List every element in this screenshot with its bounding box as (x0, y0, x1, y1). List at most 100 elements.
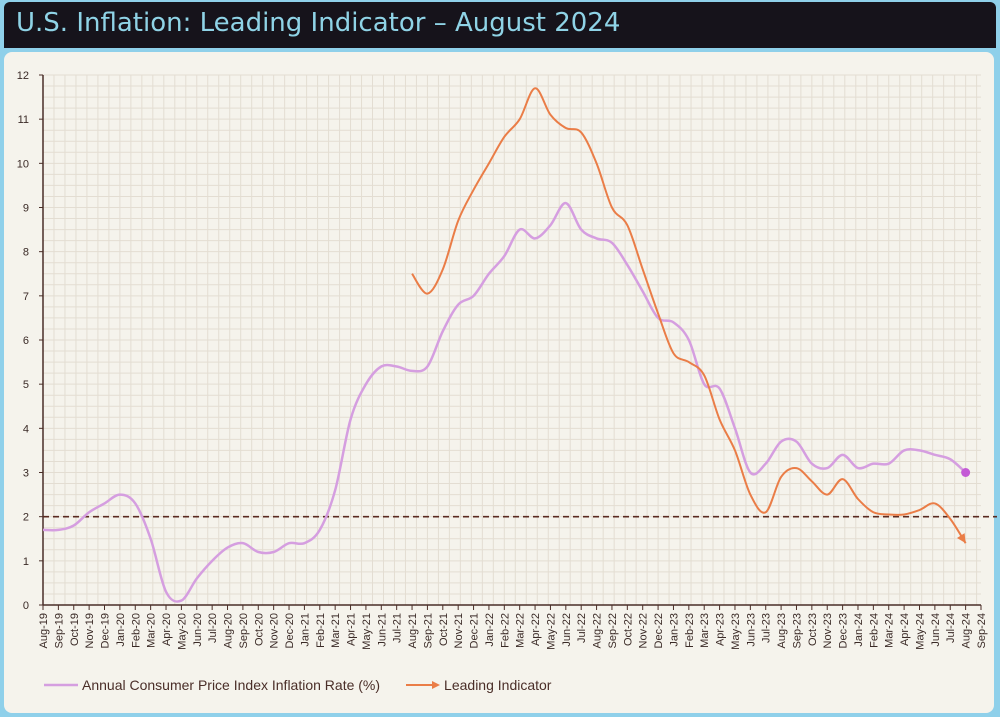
x-tick-label: Apr-21 (346, 613, 358, 646)
data-point (686, 359, 692, 365)
x-tick-label: Dec-21 (469, 613, 481, 648)
x-tick-label: Aug-22 (592, 613, 604, 648)
data-point (778, 474, 784, 480)
data-point (563, 125, 569, 131)
data-point (286, 540, 292, 546)
data-point (440, 328, 446, 334)
x-tick-label: Jan-22 (484, 613, 496, 647)
legend-line-icon (44, 683, 78, 687)
x-tick-label: Sep-24 (976, 613, 988, 648)
data-point (686, 337, 692, 343)
data-point (86, 509, 92, 515)
x-tick-label: Jun-21 (376, 613, 388, 647)
x-tick-label: Apr-22 (530, 613, 542, 646)
x-tick-label: Nov-22 (638, 613, 650, 648)
x-tick-label: Jan-20 (115, 613, 127, 647)
data-point (824, 465, 830, 471)
x-tick-label: Dec-22 (653, 613, 665, 648)
x-tick-label: Feb-20 (130, 613, 142, 648)
data-point (594, 235, 600, 241)
x-tick-label: Nov-23 (822, 613, 834, 648)
data-point (301, 540, 307, 546)
data-point (824, 492, 830, 498)
x-tick-label: Sep-22 (607, 613, 619, 648)
data-point (932, 452, 938, 458)
data-point (255, 549, 261, 555)
data-point (624, 262, 630, 268)
data-point (670, 319, 676, 325)
x-tick-label: Aug-23 (776, 613, 788, 648)
data-point (855, 496, 861, 502)
x-tick-label: Feb-22 (499, 613, 511, 648)
data-point (763, 509, 769, 515)
data-point (117, 492, 123, 498)
data-point (932, 500, 938, 506)
data-point (640, 266, 646, 272)
x-tick-label: Jul-23 (761, 613, 773, 643)
data-point (840, 476, 846, 482)
data-point (901, 511, 907, 517)
data-point (440, 266, 446, 272)
x-tick-label: Dec-19 (100, 613, 112, 648)
data-point (916, 507, 922, 513)
data-point (901, 447, 907, 453)
data-point (732, 425, 738, 431)
data-point (517, 116, 523, 122)
x-tick-label: Jun-23 (745, 613, 757, 647)
x-tick-label: May-21 (361, 613, 373, 650)
x-tick-label: Jun-20 (192, 613, 204, 647)
data-point (394, 364, 400, 370)
data-point (670, 350, 676, 356)
data-point (840, 452, 846, 458)
data-point (471, 293, 477, 299)
data-point (363, 381, 369, 387)
y-tick-label: 0 (23, 600, 29, 612)
x-tick-label: Jun-24 (930, 613, 942, 647)
data-point (424, 291, 430, 297)
data-point (870, 461, 876, 467)
data-point (348, 417, 354, 423)
x-tick-label: Aug-24 (961, 613, 973, 648)
x-tick-label: Jun-22 (561, 613, 573, 647)
x-tick-label: Feb-21 (315, 613, 327, 648)
x-tick-label: Sep-21 (422, 613, 434, 648)
data-point (71, 523, 77, 529)
x-tick-label: Mar-20 (146, 613, 158, 648)
x-tick-label: Mar-24 (884, 613, 896, 648)
x-tick-label: May-24 (914, 613, 926, 650)
data-point (148, 536, 154, 542)
data-point (209, 558, 215, 564)
x-tick-label: Feb-24 (868, 613, 880, 648)
x-tick-label: Mar-22 (515, 613, 527, 648)
x-tick-label: Apr-23 (715, 613, 727, 646)
legend: Annual Consumer Price Index Inflation Ra… (44, 677, 551, 693)
data-point (855, 465, 861, 471)
data-point (809, 461, 815, 467)
x-tick-label: Nov-20 (269, 613, 281, 648)
data-point (717, 417, 723, 423)
x-tick-label: Aug-20 (223, 613, 235, 648)
legend-label-cpi: Annual Consumer Price Index Inflation Ra… (82, 677, 381, 693)
y-tick-label: 10 (17, 158, 29, 170)
data-point (532, 235, 538, 241)
x-tick-label: Dec-20 (284, 613, 296, 648)
x-tick-label: Feb-23 (684, 613, 696, 648)
data-point (701, 372, 707, 378)
x-tick-label: Jan-24 (853, 613, 865, 647)
y-tick-label: 3 (23, 468, 29, 480)
data-point (793, 439, 799, 445)
x-tick-label: Oct-19 (69, 613, 81, 646)
x-tick-label: Nov-21 (453, 613, 465, 648)
data-point (517, 227, 523, 233)
data-point (163, 589, 169, 595)
data-point (747, 492, 753, 498)
data-point (455, 302, 461, 308)
x-tick-label: Mar-23 (699, 613, 711, 648)
x-tick-label: Jan-21 (299, 613, 311, 647)
x-tick-label: Jul-24 (945, 613, 957, 643)
x-tick-label: Apr-20 (161, 613, 173, 646)
data-point (40, 527, 46, 533)
data-point (55, 527, 61, 533)
data-point (609, 205, 615, 211)
